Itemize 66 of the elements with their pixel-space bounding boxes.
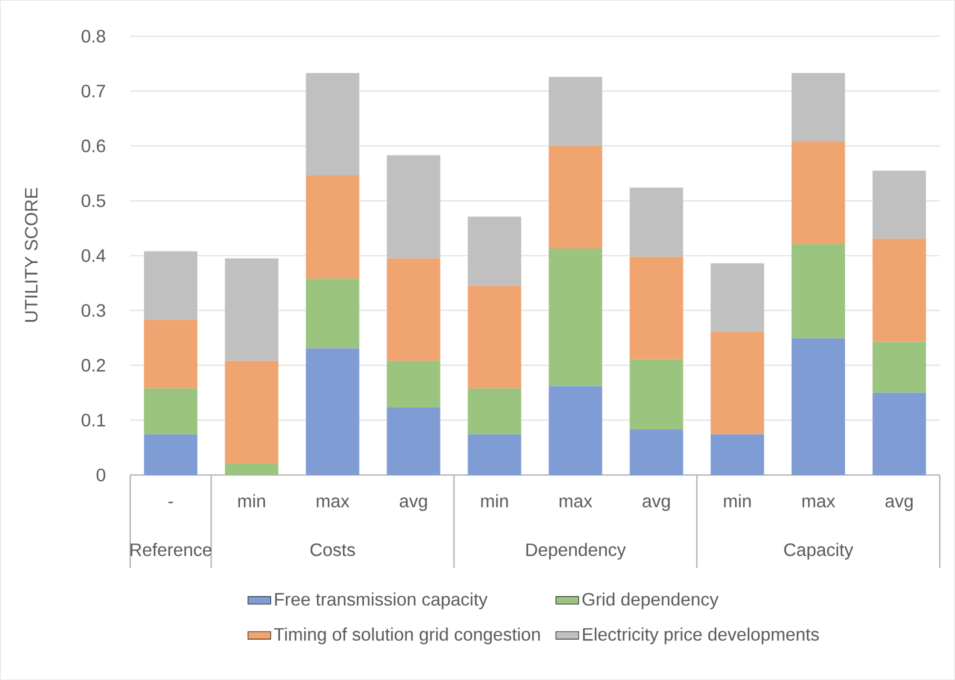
y-axis-title: UTILITY SCORE bbox=[24, 188, 38, 322]
bar bbox=[872, 238, 926, 342]
bar bbox=[710, 263, 764, 332]
text: Costs bbox=[310, 543, 355, 556]
bar bbox=[224, 463, 278, 475]
bar bbox=[710, 332, 764, 434]
x-tick-label: min bbox=[481, 494, 508, 508]
bar bbox=[548, 146, 602, 248]
bar bbox=[224, 258, 278, 361]
bar bbox=[306, 175, 360, 279]
bar bbox=[792, 244, 846, 338]
x-tick-label: avg bbox=[642, 498, 670, 511]
y-tick-label: 0.2 bbox=[82, 358, 106, 372]
x-tick-label: - bbox=[168, 502, 173, 504]
bar bbox=[548, 386, 602, 475]
bar bbox=[144, 320, 198, 388]
text: Capacity bbox=[784, 542, 854, 560]
bar bbox=[144, 251, 198, 320]
bar bbox=[386, 360, 440, 408]
text: Reference bbox=[130, 542, 212, 556]
bar bbox=[710, 434, 764, 475]
bar bbox=[548, 248, 602, 386]
bar bbox=[468, 434, 522, 475]
x-tick-label: max bbox=[316, 498, 350, 508]
legend-label: Grid dependency bbox=[582, 592, 719, 610]
bar bbox=[224, 360, 278, 464]
bar bbox=[630, 429, 684, 475]
legend-label: Electricity price developments bbox=[583, 627, 819, 644]
bar bbox=[548, 76, 602, 146]
bar bbox=[468, 216, 522, 286]
legend-label: Free transmission capacity bbox=[275, 592, 488, 610]
bar bbox=[386, 407, 440, 475]
x-tick-label: max bbox=[802, 498, 836, 508]
x-tick-label: avg bbox=[886, 498, 913, 511]
x-tick-label: min bbox=[724, 494, 751, 508]
x-tick-label: min bbox=[238, 494, 265, 508]
y-tick-label: 0 bbox=[96, 468, 106, 482]
bar bbox=[144, 434, 198, 475]
bar bbox=[792, 72, 846, 142]
bar bbox=[386, 258, 440, 361]
y-tick-label: 0.4 bbox=[82, 249, 106, 262]
y-tick-label: 0.6 bbox=[82, 139, 106, 152]
y-tick-label: 0.8 bbox=[82, 30, 106, 43]
legend-label: Timing of solution grid congestion bbox=[274, 627, 540, 644]
bar bbox=[306, 348, 360, 475]
bar bbox=[792, 338, 846, 475]
bar bbox=[386, 155, 440, 258]
bar bbox=[630, 256, 684, 360]
y-tick-label: 0.1 bbox=[82, 414, 106, 426]
bar bbox=[872, 392, 926, 475]
y-tick-label: 0.7 bbox=[82, 84, 106, 98]
bar bbox=[468, 286, 522, 388]
bar bbox=[306, 278, 360, 348]
x-tick-label: max bbox=[560, 498, 592, 508]
bar bbox=[872, 342, 926, 393]
y-tick-label: 0.5 bbox=[82, 194, 106, 208]
bar bbox=[872, 170, 926, 239]
bar bbox=[792, 141, 846, 244]
y-tick-label: 0.3 bbox=[82, 304, 106, 317]
bar bbox=[306, 72, 360, 176]
bar bbox=[144, 388, 198, 434]
x-tick-label: avg bbox=[400, 498, 427, 511]
bar bbox=[630, 188, 684, 257]
text: Dependency bbox=[526, 542, 626, 560]
bar bbox=[468, 388, 522, 434]
bar bbox=[630, 359, 684, 430]
